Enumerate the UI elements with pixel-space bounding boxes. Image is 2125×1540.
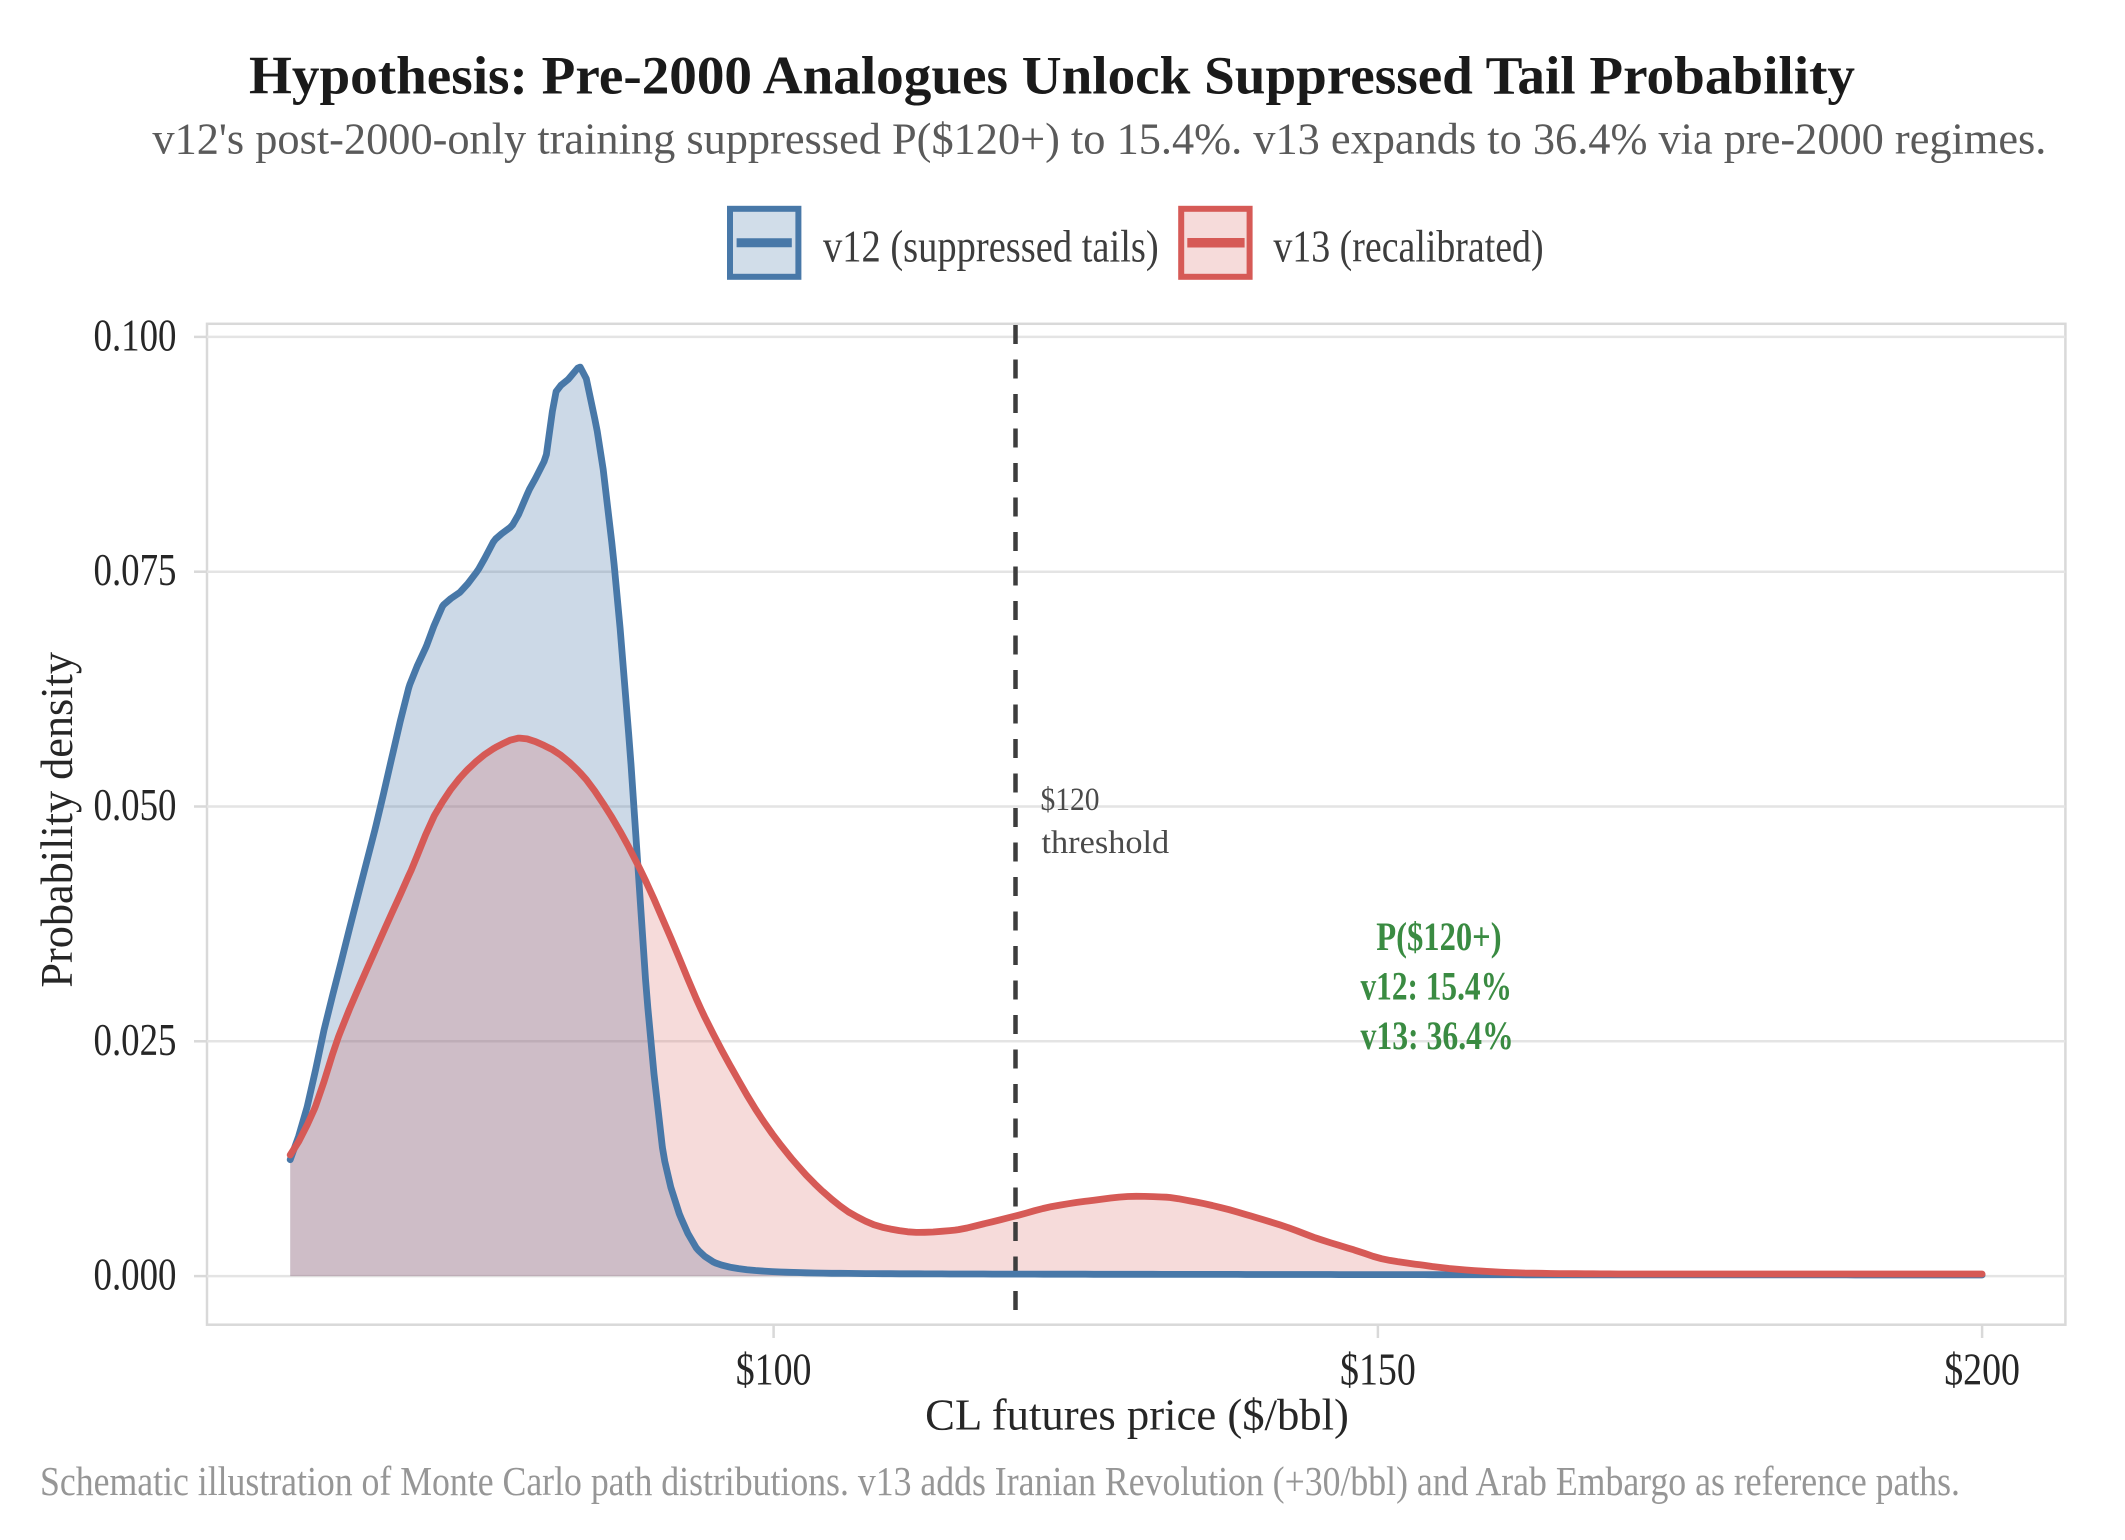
svg-text:v12: 15.4%: v12: 15.4% xyxy=(1361,964,1512,1009)
svg-text:$120: $120 xyxy=(1041,782,1100,818)
svg-text:Probability density: Probability density xyxy=(31,652,82,988)
svg-text:CL futures price ($/bbl): CL futures price ($/bbl) xyxy=(925,1391,1349,1440)
svg-text:0.025: 0.025 xyxy=(94,1015,177,1065)
svg-text:P($120+): P($120+) xyxy=(1376,914,1501,959)
svg-text:threshold: threshold xyxy=(1042,825,1170,861)
svg-text:0.000: 0.000 xyxy=(94,1250,177,1300)
svg-text:Hypothesis: Pre-2000 Analogues: Hypothesis: Pre-2000 Analogues Unlock Su… xyxy=(249,46,1855,106)
svg-text:$100: $100 xyxy=(736,1345,812,1395)
svg-text:$150: $150 xyxy=(1340,1345,1416,1395)
svg-text:0.075: 0.075 xyxy=(94,545,177,595)
svg-text:0.050: 0.050 xyxy=(94,780,177,830)
svg-text:Schematic illustration of Mont: Schematic illustration of Monte Carlo pa… xyxy=(40,1458,1960,1504)
svg-text:v12 (suppressed tails): v12 (suppressed tails) xyxy=(823,221,1159,272)
svg-text:v13: 36.4%: v13: 36.4% xyxy=(1361,1013,1514,1058)
svg-text:v13 (recalibrated): v13 (recalibrated) xyxy=(1273,221,1543,272)
svg-text:v12's post-2000-only training: v12's post-2000-only training suppressed… xyxy=(152,115,2046,164)
svg-text:0.100: 0.100 xyxy=(94,310,177,360)
svg-text:$200: $200 xyxy=(1944,1345,2020,1395)
